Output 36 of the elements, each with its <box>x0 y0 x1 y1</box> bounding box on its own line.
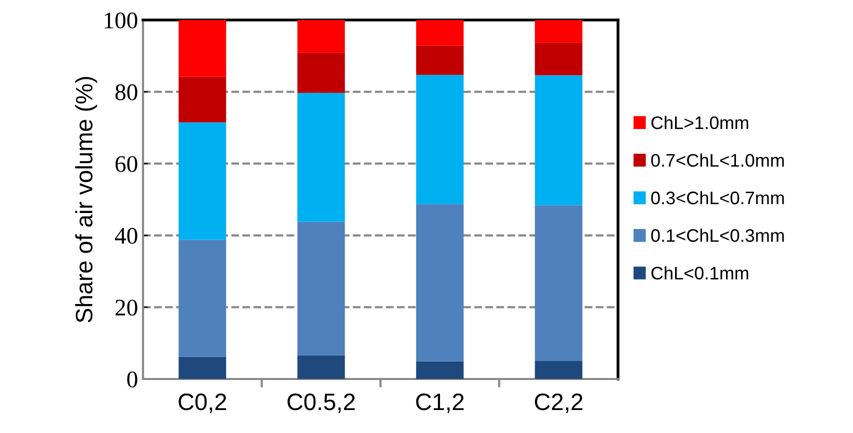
y-tick-label: 40 <box>114 228 138 244</box>
x-tick-label: C2,2 <box>534 394 582 414</box>
y-tick-label: 60 <box>116 156 138 172</box>
bar <box>534 42 582 76</box>
legend-label: ChL>1.0mm <box>651 116 748 130</box>
bar <box>178 76 226 122</box>
bar <box>534 205 582 362</box>
bar <box>297 52 345 93</box>
x-tick-label: C0.5,2 <box>288 394 355 414</box>
y-tick-label: 80 <box>115 84 138 100</box>
bar <box>416 204 464 362</box>
bar <box>297 92 345 222</box>
bar <box>297 222 345 356</box>
bar <box>416 74 464 204</box>
y-axis-title: Share of air volume (%) <box>75 76 98 322</box>
x-tick-label: C0,2 <box>178 394 226 414</box>
bar <box>534 20 582 43</box>
bar <box>178 356 226 379</box>
bar <box>534 361 582 379</box>
bar <box>178 20 226 77</box>
legend-label: 0.3<ChL<0.7mm <box>651 191 784 204</box>
bar <box>416 20 464 46</box>
y-tick-label: 20 <box>116 300 138 316</box>
bar <box>297 20 345 53</box>
legend-label: 0.7<ChL<1.0mm <box>651 153 784 167</box>
bar <box>297 355 345 379</box>
legend-label: ChL<0.1mm <box>651 266 748 280</box>
bar <box>178 240 226 357</box>
bar <box>534 75 582 206</box>
y-tick-label: 0 <box>127 371 138 388</box>
y-tick-label: 100 <box>104 12 138 28</box>
bar <box>416 46 464 75</box>
x-tick-label: C1,2 <box>416 394 464 414</box>
legend-label: 0.1<ChL<0.3mm <box>651 228 784 242</box>
bar <box>178 122 226 240</box>
bar <box>416 361 464 379</box>
